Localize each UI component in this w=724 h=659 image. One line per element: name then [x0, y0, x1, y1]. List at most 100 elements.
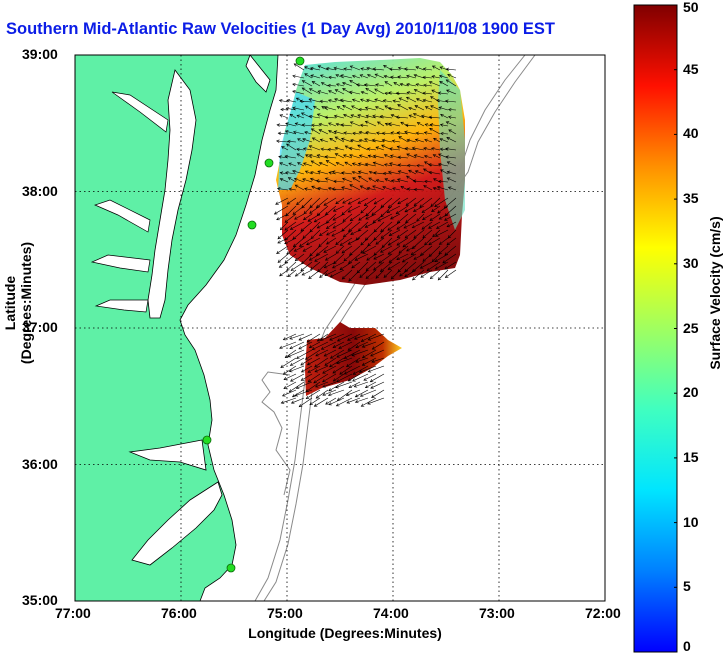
velocity-arrowhead: [439, 138, 443, 142]
velocity-arrowhead: [396, 145, 401, 149]
velocity-arrowhead: [298, 346, 302, 350]
velocity-arrowhead: [349, 121, 354, 125]
velocity-arrowhead: [336, 354, 340, 358]
velocity-arrowhead: [424, 161, 428, 165]
velocity-arrow: [448, 186, 457, 191]
velocity-arrowhead: [439, 66, 444, 70]
velocity-arrow: [352, 75, 361, 79]
velocity-arrow: [439, 81, 449, 87]
velocity-arrowhead: [328, 75, 332, 80]
velocity-arrow: [432, 65, 441, 71]
velocity-arrowhead: [358, 130, 363, 135]
velocity-arrowhead: [420, 114, 425, 118]
velocity-arrowhead: [277, 235, 281, 240]
velocity-arrowhead: [342, 218, 347, 222]
velocity-arrowhead: [446, 170, 451, 174]
velocity-arrow: [309, 145, 321, 151]
velocity-arrow: [395, 205, 409, 215]
velocity-arrowhead: [382, 99, 387, 103]
velocity-arrowhead: [360, 90, 365, 95]
velocity-arrowhead: [359, 185, 364, 189]
velocity-arrow: [408, 107, 417, 111]
velocity-arrow: [373, 172, 385, 175]
velocity-arrowhead: [302, 147, 307, 151]
velocity-arrowhead: [325, 160, 330, 164]
velocity-arrow: [428, 221, 441, 229]
velocity-arrowhead: [422, 216, 426, 220]
velocity-arrow: [342, 213, 353, 222]
velocity-arrow: [423, 185, 433, 191]
velocity-arrowhead: [438, 179, 442, 184]
velocity-arrow: [307, 357, 321, 366]
velocity-arrow: [280, 109, 289, 111]
velocity-arrowhead: [404, 209, 408, 213]
velocity-arrowhead: [384, 122, 389, 126]
velocity-arrowhead: [415, 83, 419, 87]
velocity-arrow: [424, 181, 433, 183]
velocity-arrow: [374, 99, 385, 103]
velocity-arrow: [334, 131, 345, 135]
velocity-arrowhead: [284, 237, 288, 241]
velocity-arrowhead: [423, 154, 428, 159]
velocity-arrow: [314, 365, 329, 373]
velocity-arrow: [448, 116, 457, 119]
velocity-arrow: [377, 121, 385, 127]
velocity-arrowhead: [318, 129, 323, 133]
velocity-arrowhead: [322, 384, 326, 388]
velocity-arrow: [310, 75, 321, 79]
velocity-arrowhead: [351, 105, 355, 109]
velocity-arrowhead: [397, 104, 401, 108]
velocity-arrowhead: [430, 105, 434, 109]
velocity-arrow: [311, 160, 321, 167]
velocity-arrow: [384, 81, 393, 87]
velocity-arrowhead: [396, 242, 401, 246]
velocity-arrow: [429, 81, 441, 87]
velocity-arrowhead: [314, 369, 319, 373]
velocity-arrow: [292, 389, 305, 398]
x-tick-label: 76:00: [161, 605, 197, 621]
velocity-arrow: [336, 162, 345, 167]
velocity-arrowhead: [310, 128, 315, 132]
velocity-arrow: [349, 91, 361, 95]
velocity-arrowhead: [364, 162, 369, 167]
velocity-arrowhead: [343, 355, 348, 359]
x-tick-label: 77:00: [55, 605, 91, 621]
bathymetry-contour: [254, 55, 526, 601]
velocity-arrowhead: [318, 161, 323, 166]
velocity-arrow: [343, 253, 353, 262]
velocity-arrow: [316, 180, 329, 183]
velocity-arrowhead: [433, 178, 437, 182]
velocity-arrow: [328, 76, 337, 79]
velocity-arrowhead: [304, 66, 308, 70]
velocity-arrowhead: [412, 277, 416, 281]
velocity-arrowhead: [390, 275, 395, 280]
velocity-arrow: [376, 179, 385, 183]
velocity-arrowhead: [396, 256, 400, 261]
velocity-arrow: [348, 221, 361, 232]
radar-station-marker: [226, 563, 236, 573]
velocity-arrow: [446, 79, 457, 87]
velocity-arrow: [416, 98, 425, 103]
velocity-arrowhead: [397, 75, 401, 79]
velocity-arrowhead: [371, 346, 376, 350]
colorbar-tick-label: 45: [683, 60, 699, 77]
velocity-arrowhead: [309, 401, 313, 406]
velocity-arrowhead: [388, 67, 393, 71]
velocity-arrowhead: [363, 83, 368, 87]
velocity-arrowhead: [422, 234, 426, 239]
velocity-arrowhead: [447, 115, 452, 119]
chesapeake-bay: [147, 69, 197, 319]
radar-station-marker: [247, 220, 257, 230]
velocity-arrowhead: [448, 129, 452, 133]
velocity-arrow: [317, 90, 329, 95]
colorbar-label: Surface Velocity (cm/s): [707, 216, 723, 370]
velocity-arrow: [370, 349, 385, 357]
velocity-arrowhead: [334, 89, 339, 93]
velocity-arrow: [320, 100, 329, 103]
velocity-arrow: [360, 99, 369, 103]
velocity-arrowhead: [296, 201, 300, 206]
velocity-arrow: [295, 253, 305, 262]
velocity-arrowhead: [304, 131, 308, 135]
pamlico-sound: [131, 481, 223, 566]
velocity-arrowhead: [352, 371, 357, 375]
